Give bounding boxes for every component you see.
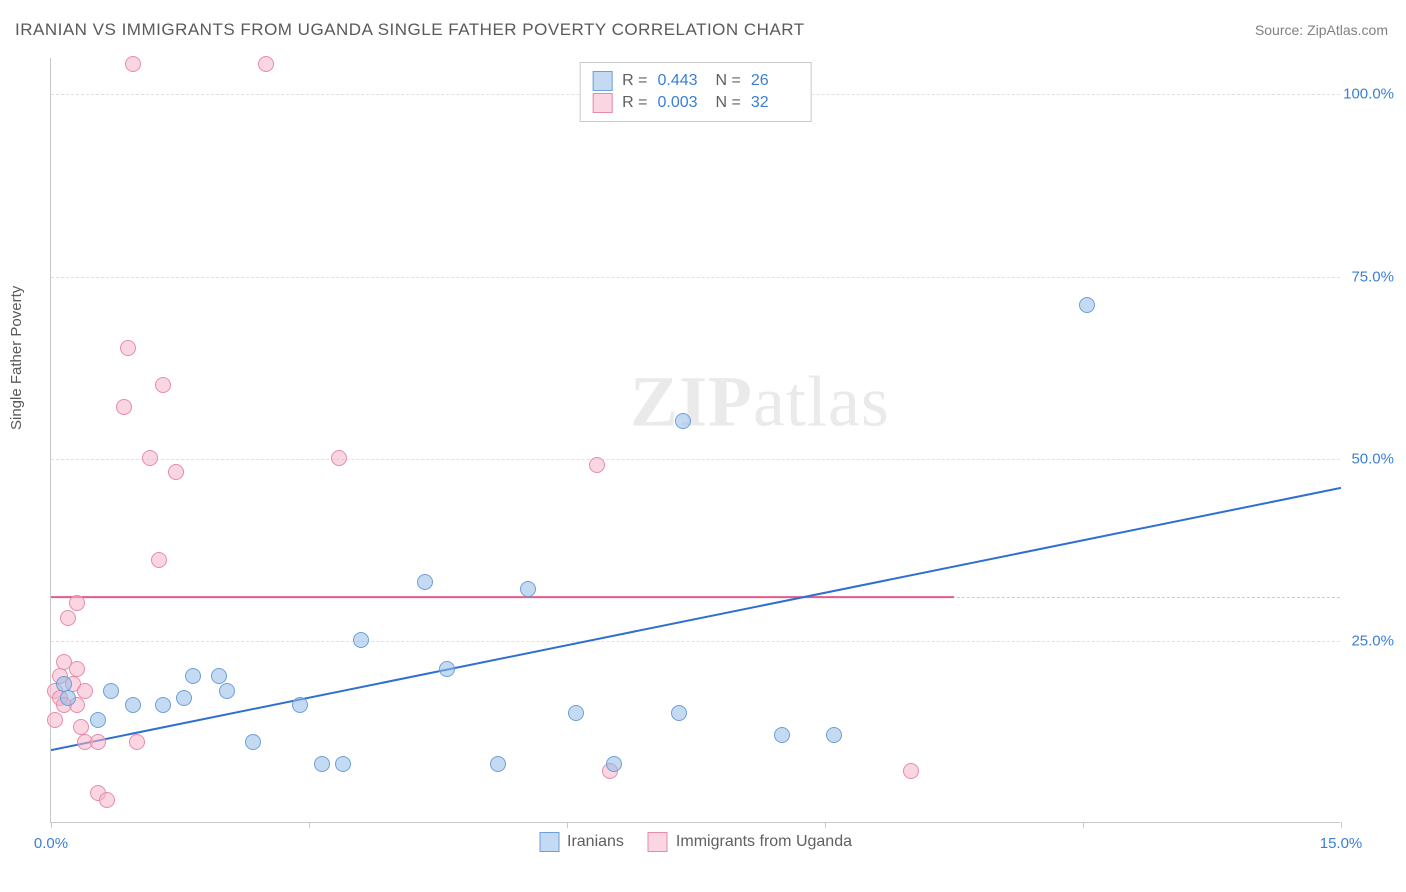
data-point xyxy=(69,595,85,611)
x-tick xyxy=(1341,822,1342,828)
r-value: 0.003 xyxy=(658,94,706,112)
data-point xyxy=(439,661,455,677)
y-axis-title: Single Father Poverty xyxy=(8,286,25,430)
data-point xyxy=(671,705,687,721)
chart-title: IRANIAN VS IMMIGRANTS FROM UGANDA SINGLE… xyxy=(15,20,805,40)
source-label: Source: ZipAtlas.com xyxy=(1255,22,1388,38)
gridline-pink xyxy=(51,597,1340,598)
swatch-icon xyxy=(592,71,612,91)
data-point xyxy=(116,399,132,415)
data-point xyxy=(826,727,842,743)
data-point xyxy=(77,683,93,699)
x-tick-label: 0.0% xyxy=(34,835,68,852)
x-tick xyxy=(309,822,310,828)
data-point xyxy=(331,450,347,466)
gridline xyxy=(51,277,1340,278)
trend-line xyxy=(51,58,1341,823)
x-tick xyxy=(51,822,52,828)
legend-correlation: R = 0.443 N = 26 R = 0.003 N = 32 xyxy=(579,62,812,122)
data-point xyxy=(151,552,167,568)
data-point xyxy=(129,734,145,750)
data-point xyxy=(245,734,261,750)
gridline xyxy=(51,641,1340,642)
legend-label: Iranians xyxy=(567,833,624,851)
data-point xyxy=(314,756,330,772)
data-point xyxy=(335,756,351,772)
n-label: N = xyxy=(716,94,741,112)
x-tick xyxy=(1083,822,1084,828)
data-point xyxy=(417,574,433,590)
data-point xyxy=(219,683,235,699)
swatch-icon xyxy=(648,832,668,852)
y-tick-label: 25.0% xyxy=(1351,632,1394,649)
data-point xyxy=(490,756,506,772)
r-label: R = xyxy=(622,94,647,112)
legend-item: Iranians xyxy=(539,832,624,852)
data-point xyxy=(185,668,201,684)
data-point xyxy=(47,712,63,728)
y-tick-label: 100.0% xyxy=(1343,86,1394,103)
trend-line xyxy=(51,58,1341,823)
x-tick xyxy=(825,822,826,828)
r-label: R = xyxy=(622,72,647,90)
data-point xyxy=(73,719,89,735)
data-point xyxy=(903,763,919,779)
data-point xyxy=(155,377,171,393)
data-point xyxy=(1079,297,1095,313)
data-point xyxy=(90,712,106,728)
data-point xyxy=(292,697,308,713)
data-point xyxy=(90,734,106,750)
data-point xyxy=(606,756,622,772)
y-tick-label: 50.0% xyxy=(1351,450,1394,467)
data-point xyxy=(142,450,158,466)
data-point xyxy=(125,56,141,72)
n-value: 26 xyxy=(751,72,799,90)
data-point xyxy=(120,340,136,356)
swatch-icon xyxy=(592,93,612,113)
data-point xyxy=(211,668,227,684)
n-label: N = xyxy=(716,72,741,90)
x-tick-label: 15.0% xyxy=(1320,835,1363,852)
data-point xyxy=(176,690,192,706)
data-point xyxy=(69,661,85,677)
legend-row: R = 0.003 N = 32 xyxy=(592,93,799,113)
data-point xyxy=(568,705,584,721)
data-point xyxy=(520,581,536,597)
watermark: ZIPatlas xyxy=(630,360,890,443)
data-point xyxy=(675,413,691,429)
data-point xyxy=(56,676,72,692)
gridline xyxy=(51,459,1340,460)
n-value: 32 xyxy=(751,94,799,112)
data-point xyxy=(60,690,76,706)
x-tick xyxy=(567,822,568,828)
data-point xyxy=(774,727,790,743)
data-point xyxy=(125,697,141,713)
data-point xyxy=(60,610,76,626)
data-point xyxy=(168,464,184,480)
y-tick-label: 75.0% xyxy=(1351,268,1394,285)
legend-row: R = 0.443 N = 26 xyxy=(592,71,799,91)
data-point xyxy=(103,683,119,699)
data-point xyxy=(353,632,369,648)
plot-area: ZIPatlas R = 0.443 N = 26 R = 0.003 N = … xyxy=(50,58,1340,823)
legend-series: Iranians Immigrants from Uganda xyxy=(539,832,852,852)
data-point xyxy=(258,56,274,72)
data-point xyxy=(155,697,171,713)
swatch-icon xyxy=(539,832,559,852)
legend-label: Immigrants from Uganda xyxy=(676,833,852,851)
r-value: 0.443 xyxy=(658,72,706,90)
data-point xyxy=(589,457,605,473)
legend-item: Immigrants from Uganda xyxy=(648,832,852,852)
data-point xyxy=(99,792,115,808)
